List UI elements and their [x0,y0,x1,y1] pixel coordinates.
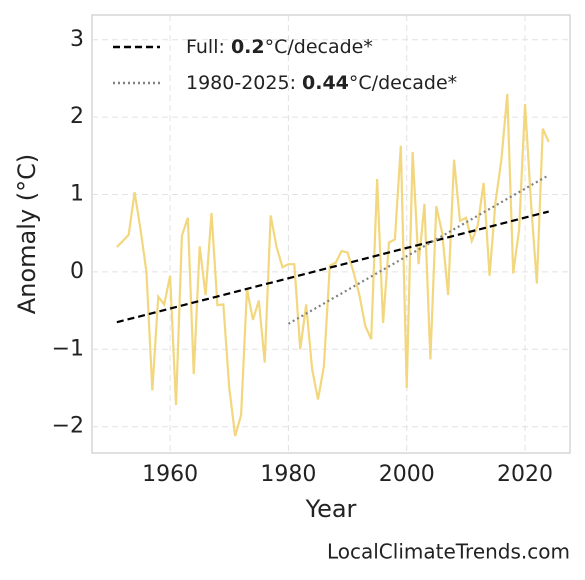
y-tick-label: 1 [70,182,84,207]
x-tick-label: 2020 [497,462,553,487]
source-label: LocalClimateTrends.com [327,540,570,564]
x-tick-label: 2000 [379,462,435,487]
legend-label: Full: 0.2°C/decade* [186,36,373,58]
x-tick-label: 1960 [142,462,198,487]
legend-label: 1980-2025: 0.44°C/decade* [186,72,457,94]
y-axis-label: Anomaly (°C) [13,154,41,314]
x-tick-label: 1980 [260,462,316,487]
y-tick-label: 2 [70,104,84,129]
y-tick-label: 0 [70,259,84,284]
series-line [116,210,549,324]
plot-frame [91,14,571,454]
x-axis-label: Year [305,495,357,523]
y-tick-label: −2 [52,414,84,439]
series-line [116,93,550,437]
y-tick-label: −1 [52,336,84,361]
y-tick-label: 3 [70,27,84,52]
